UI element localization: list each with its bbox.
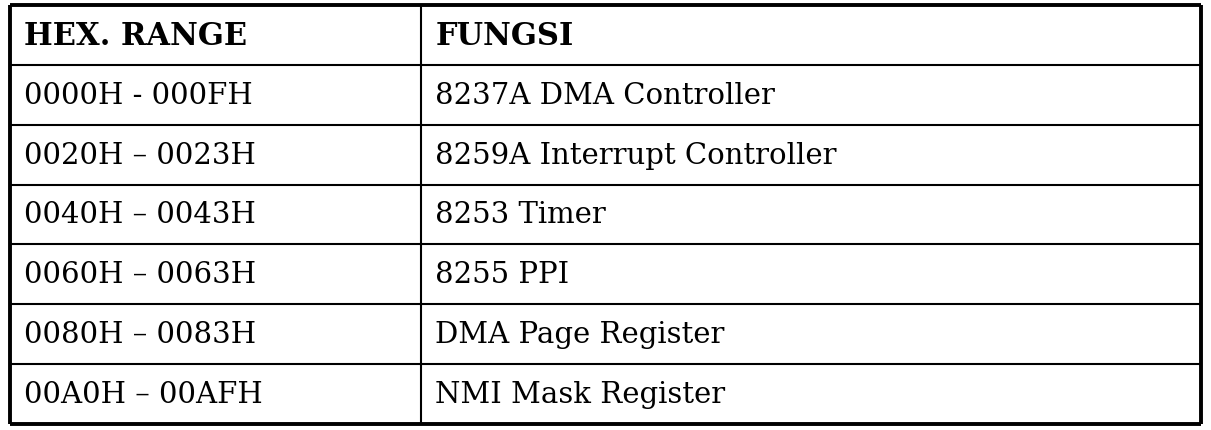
Text: 0040H – 0043H: 0040H – 0043H xyxy=(24,201,256,229)
Text: 00A0H – 00AFH: 00A0H – 00AFH xyxy=(24,380,263,408)
Text: 8255 PPI: 8255 PPI xyxy=(435,261,569,289)
Text: 8259A Interrupt Controller: 8259A Interrupt Controller xyxy=(435,141,837,169)
Text: 0000H - 000FH: 0000H - 000FH xyxy=(24,82,253,110)
Text: 8237A DMA Controller: 8237A DMA Controller xyxy=(435,82,775,110)
Text: 0080H – 0083H: 0080H – 0083H xyxy=(24,320,257,348)
Text: 8253 Timer: 8253 Timer xyxy=(435,201,606,229)
Text: HEX. RANGE: HEX. RANGE xyxy=(24,21,247,52)
Text: DMA Page Register: DMA Page Register xyxy=(435,320,724,348)
Text: 0060H – 0063H: 0060H – 0063H xyxy=(24,261,257,289)
Text: NMI Mask Register: NMI Mask Register xyxy=(435,380,725,408)
Text: 0020H – 0023H: 0020H – 0023H xyxy=(24,141,256,169)
Text: FUNGSI: FUNGSI xyxy=(435,21,574,52)
